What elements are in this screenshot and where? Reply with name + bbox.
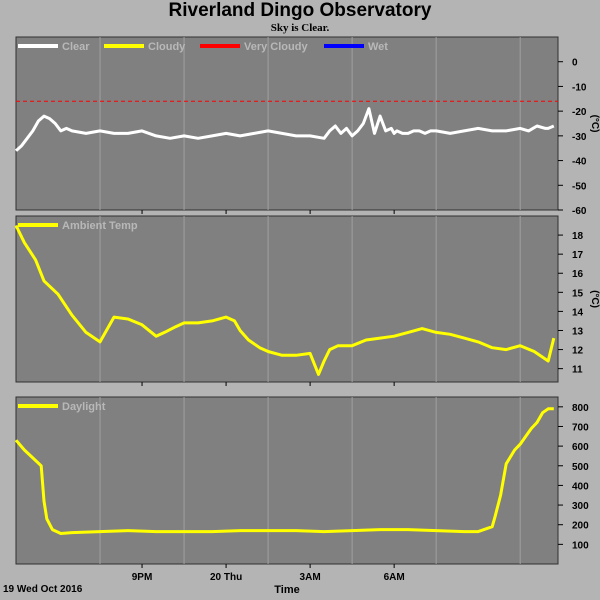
y-tick-label: -20 <box>572 107 587 118</box>
plot-area <box>15 215 559 383</box>
chart-panel-1: 0 -10 -20 -30 -40 -50 -60 (°C) Clear Cloudy Very C… <box>15 36 600 217</box>
series-line <box>15 107 555 152</box>
y-tick-label: 700 <box>572 422 589 433</box>
y-tick-label: 600 <box>572 442 589 453</box>
start-date-label: 19 Wed Oct 2016 <box>3 584 83 595</box>
series-line <box>14 224 556 376</box>
y-tick-label: 100 <box>572 540 589 551</box>
y-tick-label: -40 <box>572 157 587 168</box>
page-title: Riverland Dingo Observatory <box>168 0 432 21</box>
x-tick-label: 3AM <box>300 572 321 583</box>
y-tick-label: 18 <box>572 231 584 242</box>
chart-panel-2: 18 17 16 15 14 13 12 11 (°C) Ambient Temp <box>14 215 600 386</box>
series-line <box>14 407 554 535</box>
y-tick-label: 300 <box>572 501 589 512</box>
legend-entry: Very Cloudy <box>244 41 308 53</box>
legend-entry: Daylight <box>62 401 106 413</box>
y-tick-label: 14 <box>572 307 584 318</box>
legend-entry: Wet <box>368 41 388 53</box>
legend-entry: Cloudy <box>148 41 186 53</box>
y-tick-label: 400 <box>572 481 589 492</box>
y-tick-label: -10 <box>572 82 587 93</box>
y-tick-label: -50 <box>572 181 587 192</box>
y-tick-label: 13 <box>572 326 584 337</box>
y-tick-label: -30 <box>572 132 587 143</box>
plot-area <box>15 396 559 565</box>
unit-label: (°C) <box>589 290 600 308</box>
y-tick-label: -60 <box>572 206 587 217</box>
plot-area <box>15 36 559 211</box>
y-tick-label: 500 <box>572 462 589 473</box>
y-tick-label: 0 <box>572 58 578 69</box>
y-tick-label: 17 <box>572 250 584 261</box>
x-tick-label: 9PM <box>132 572 153 583</box>
y-tick-label: 200 <box>572 521 589 532</box>
x-axis-label: Time <box>274 584 300 596</box>
legend-entry: Clear <box>62 41 90 53</box>
y-tick-label: 800 <box>572 403 589 414</box>
chart-panel-3: 800 700 600 500 400 300 200 100 Daylight <box>14 396 589 568</box>
x-tick-label: 6AM <box>384 572 405 583</box>
y-tick-label: 12 <box>572 346 584 357</box>
y-tick-label: 15 <box>572 288 584 299</box>
sky-status: Sky is Clear. <box>270 22 330 34</box>
y-tick-label: 16 <box>572 269 584 280</box>
legend-entry: Ambient Temp <box>62 220 138 232</box>
y-tick-label: 11 <box>572 365 583 376</box>
x-tick-label: 20 Thu <box>210 572 242 583</box>
unit-label: (°C) <box>589 115 600 133</box>
